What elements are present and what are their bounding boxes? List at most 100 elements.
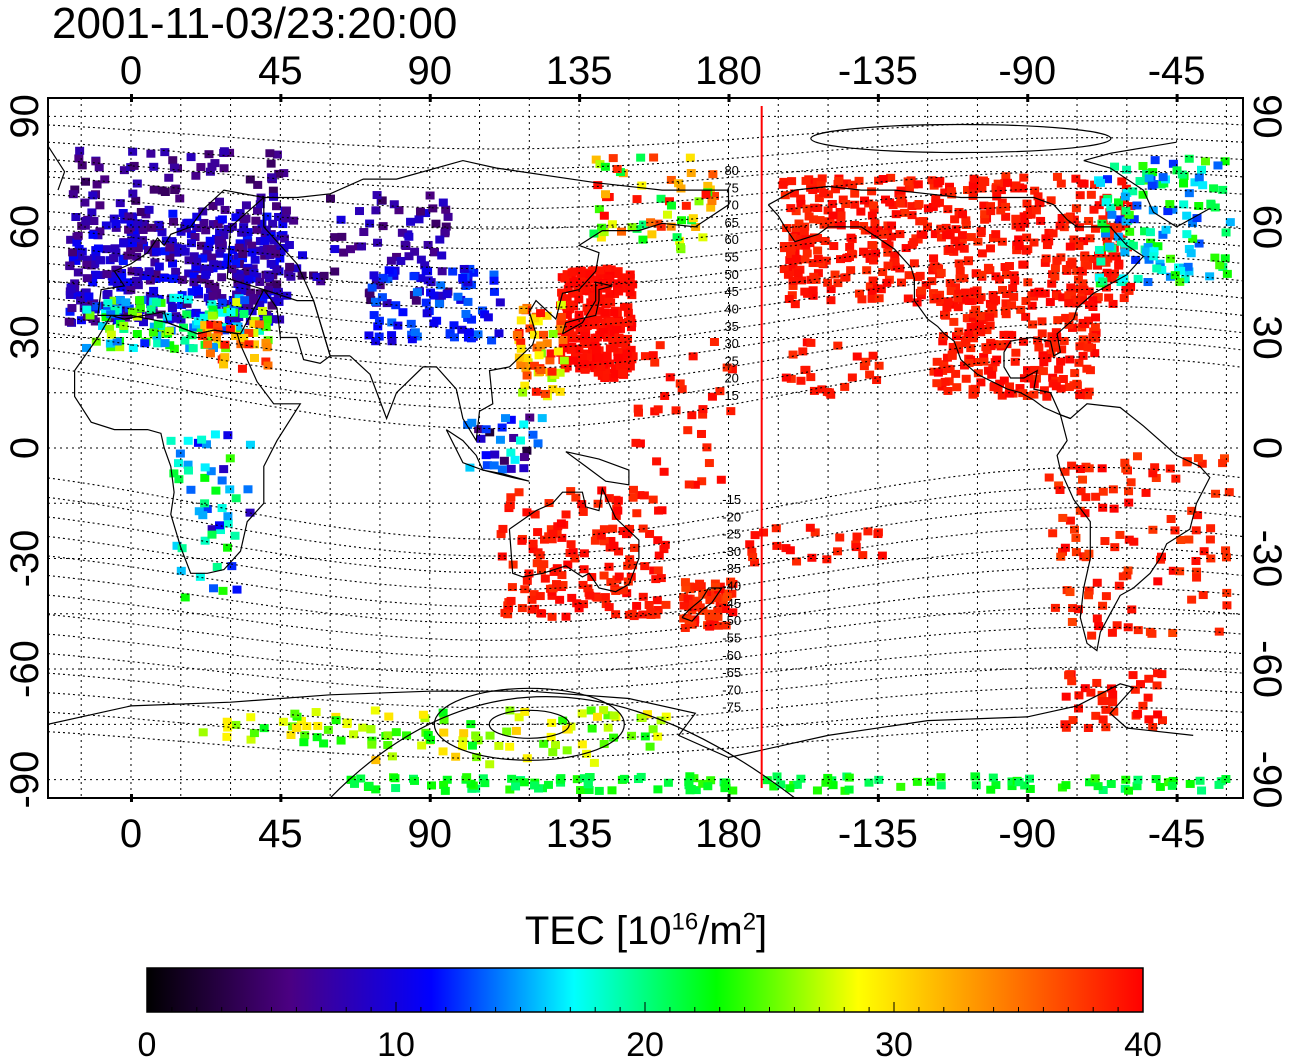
tec-measurement <box>126 285 136 294</box>
tec-measurement <box>1051 382 1061 391</box>
tec-measurement <box>426 735 436 744</box>
right-latitude-label: 30 <box>1245 315 1289 360</box>
tec-measurement <box>393 321 403 330</box>
tec-measurement <box>356 774 366 783</box>
tec-measurement <box>1121 775 1131 784</box>
tec-measurement <box>912 777 922 786</box>
tec-measurement <box>1144 715 1154 724</box>
tec-measurement <box>453 292 463 301</box>
tec-measurement <box>434 299 444 308</box>
tec-measurement <box>1078 279 1088 288</box>
tec-measurement <box>599 537 609 546</box>
tec-measurement <box>200 536 210 545</box>
tec-measurement <box>1153 577 1163 586</box>
tec-measurement <box>525 324 535 333</box>
tec-measurement <box>1104 293 1114 302</box>
tec-measurement <box>548 329 558 338</box>
tec-measurement <box>1097 219 1107 228</box>
coastline <box>561 281 613 335</box>
tec-measurement <box>991 781 1001 790</box>
tec-measurement <box>955 274 965 283</box>
tec-measurement <box>1016 305 1026 314</box>
tec-measurement <box>1184 245 1194 254</box>
tec-measurement <box>842 254 852 263</box>
tec-measurement <box>537 414 547 423</box>
tec-measurement <box>970 772 980 781</box>
tec-measurement <box>882 278 892 287</box>
tec-measurement <box>1186 249 1196 258</box>
tec-measurement <box>110 244 120 253</box>
tec-measurement <box>542 339 552 348</box>
tec-measurement <box>1101 705 1111 714</box>
tec-measurement <box>1050 264 1060 273</box>
tec-measurement <box>644 601 654 610</box>
tec-measurement <box>1192 573 1202 582</box>
tec-measurement <box>345 245 355 254</box>
tec-measurement <box>946 187 956 196</box>
tec-measurement <box>323 725 333 734</box>
tec-measurement <box>266 231 276 240</box>
tec-measurement <box>874 176 884 185</box>
tec-measurement <box>82 260 92 269</box>
tec-measurement <box>999 330 1009 339</box>
tec-measurement <box>1035 198 1045 207</box>
tec-measurement <box>792 780 802 789</box>
tec-measurement <box>594 353 604 362</box>
tec-measurement <box>810 203 820 212</box>
tec-measurement <box>530 314 540 323</box>
tec-measurement <box>964 329 974 338</box>
tec-measurement <box>410 247 420 256</box>
tec-measurement <box>474 425 484 434</box>
tec-measurement <box>721 621 731 630</box>
tec-measurement <box>75 252 85 261</box>
tec-measurement <box>1029 238 1039 247</box>
tec-measurement <box>1001 172 1011 181</box>
tec-measurement <box>522 576 532 585</box>
tec-measurement <box>146 305 156 314</box>
tec-measurement <box>1209 184 1219 193</box>
tec-measurement <box>128 189 138 198</box>
tec-measurement <box>95 227 105 236</box>
tec-measurement <box>198 207 208 216</box>
tec-measurement <box>793 269 803 278</box>
tec-measurement <box>135 304 145 313</box>
tec-measurement <box>441 222 451 231</box>
tec-measurement <box>801 234 811 243</box>
tec-measurement <box>852 532 862 541</box>
tec-measurement <box>219 360 229 369</box>
tec-measurement <box>991 272 1001 281</box>
tec-measurement <box>1184 535 1194 544</box>
tec-measurement <box>986 342 996 351</box>
tec-measurement <box>1071 174 1081 183</box>
tec-measurement <box>841 179 851 188</box>
tec-measurement <box>169 344 179 353</box>
tec-measurement <box>201 226 211 235</box>
tec-measurement <box>87 208 97 217</box>
magnetic-latitude-contour <box>48 221 1243 270</box>
tec-measurement <box>820 237 830 246</box>
tec-measurement <box>220 326 230 335</box>
tec-measurement <box>979 357 989 366</box>
tec-measurement <box>536 566 546 575</box>
tec-measurement <box>577 709 587 718</box>
magnetic-latitude-contour <box>48 526 1243 591</box>
tec-measurement <box>969 174 979 183</box>
tec-measurement <box>223 300 233 309</box>
tec-measurement <box>555 595 565 604</box>
tec-measurement <box>922 222 932 231</box>
tec-measurement <box>570 554 580 563</box>
tec-measurement <box>971 269 981 278</box>
tec-measurement <box>428 204 438 213</box>
coastline <box>48 141 1211 228</box>
tec-measurement <box>1053 316 1063 325</box>
tec-measurement <box>1084 216 1094 225</box>
tec-measurement <box>423 276 433 285</box>
tec-measurement <box>127 267 137 276</box>
tec-measurement <box>1109 269 1119 278</box>
tec-measurement <box>189 252 199 261</box>
contour-label: 25 <box>724 353 738 368</box>
tec-measurement <box>394 206 404 215</box>
tec-measurement <box>601 190 611 199</box>
tec-measurement <box>217 273 227 282</box>
tec-measurement <box>286 731 296 740</box>
